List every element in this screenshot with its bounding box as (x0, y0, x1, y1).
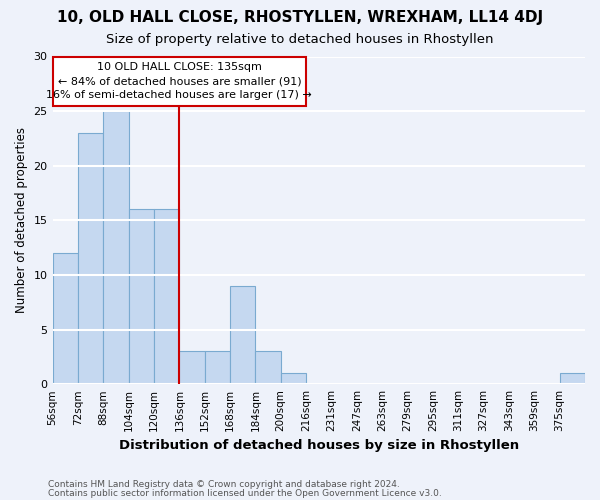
Text: 10, OLD HALL CLOSE, RHOSTYLLEN, WREXHAM, LL14 4DJ: 10, OLD HALL CLOSE, RHOSTYLLEN, WREXHAM,… (57, 10, 543, 25)
Bar (53, 56, 306, 106)
Bar (560, 374, 585, 384)
Bar (53, 253, 78, 384)
Bar (78, 133, 103, 384)
Bar (179, 352, 205, 384)
Text: 16% of semi-detached houses are larger (17) →: 16% of semi-detached houses are larger (… (46, 90, 312, 101)
Text: Size of property relative to detached houses in Rhostyllen: Size of property relative to detached ho… (106, 32, 494, 46)
Text: Contains public sector information licensed under the Open Government Licence v3: Contains public sector information licen… (48, 488, 442, 498)
Text: Contains HM Land Registry data © Crown copyright and database right 2024.: Contains HM Land Registry data © Crown c… (48, 480, 400, 489)
Bar (154, 210, 179, 384)
Y-axis label: Number of detached properties: Number of detached properties (15, 128, 28, 314)
Bar (205, 352, 230, 384)
Bar (281, 374, 306, 384)
X-axis label: Distribution of detached houses by size in Rhostyllen: Distribution of detached houses by size … (119, 440, 519, 452)
Bar (256, 352, 281, 384)
Bar (128, 210, 154, 384)
Bar (230, 286, 256, 384)
Text: ← 84% of detached houses are smaller (91): ← 84% of detached houses are smaller (91… (58, 76, 301, 86)
Text: 10 OLD HALL CLOSE: 135sqm: 10 OLD HALL CLOSE: 135sqm (97, 62, 262, 72)
Bar (103, 111, 128, 384)
